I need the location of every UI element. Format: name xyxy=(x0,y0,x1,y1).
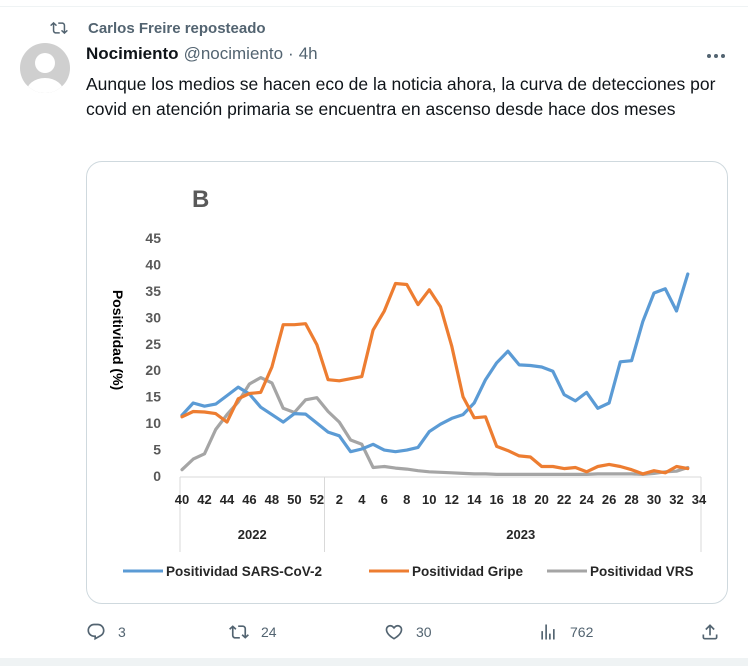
repost-context: Carlos Freire reposteado xyxy=(50,18,266,38)
x-tick-label: 24 xyxy=(579,492,594,507)
author-name[interactable]: Nocimiento xyxy=(86,44,179,63)
avatar-placeholder-head xyxy=(35,53,55,73)
author-handle[interactable]: @nocimiento xyxy=(183,44,284,63)
y-tick-label: 40 xyxy=(145,256,161,272)
chart-panel-label: B xyxy=(192,186,209,213)
x-tick-label: 30 xyxy=(647,492,661,507)
x-tick-label: 14 xyxy=(467,492,482,507)
tweet-header: Nocimiento @nocimiento · 4h xyxy=(86,44,318,64)
views-count: 762 xyxy=(570,624,594,640)
repost-icon xyxy=(50,21,68,35)
x-tick-label: 10 xyxy=(422,492,436,507)
legend-label: Positividad SARS-CoV-2 xyxy=(166,564,322,579)
repost-count: 24 xyxy=(261,624,277,640)
y-tick-label: 5 xyxy=(153,442,161,458)
line-chart: B Positividad (%) 0 5 10 15 20 25 30 35 40 45 40 4… xyxy=(110,186,707,579)
x-tick-label: 48 xyxy=(265,492,279,507)
x-tick-label: 32 xyxy=(669,492,683,507)
share-icon xyxy=(702,624,718,640)
views-chart-icon xyxy=(541,624,555,640)
x-tick-label: 34 xyxy=(692,492,707,507)
x-tick-label: 20 xyxy=(534,492,548,507)
tweet-actions: 3 24 30 762 xyxy=(86,620,726,644)
x-tick-label: 2 xyxy=(336,492,343,507)
repost-button[interactable]: 24 xyxy=(229,620,277,644)
legend-label: Positividad VRS xyxy=(590,564,694,579)
x-tick-label: 52 xyxy=(310,492,324,507)
legend-label: Positividad Gripe xyxy=(412,564,524,579)
top-divider xyxy=(0,6,748,7)
repost-context-text[interactable]: Carlos Freire reposteado xyxy=(88,19,266,37)
avatar-placeholder-body xyxy=(26,78,64,93)
y-tick-label: 0 xyxy=(153,468,161,484)
x-tick-label: 6 xyxy=(381,492,388,507)
heart-icon xyxy=(385,624,403,640)
separator-dot: · xyxy=(288,44,294,63)
x-tick-label: 28 xyxy=(624,492,638,507)
series-line-positividad-gripe xyxy=(180,281,690,476)
repost-icon xyxy=(229,625,249,639)
avatar[interactable] xyxy=(20,43,70,93)
y-axis-label: Positividad (%) xyxy=(110,290,126,390)
x-year-label: 2023 xyxy=(506,527,535,542)
x-tick-label: 50 xyxy=(287,492,301,507)
more-options-button[interactable] xyxy=(702,46,730,66)
reply-button[interactable]: 3 xyxy=(86,620,126,644)
tweet-text: Aunque los medios se hacen eco de la not… xyxy=(86,74,716,119)
x-tick-label: 26 xyxy=(602,492,616,507)
x-tick-label: 22 xyxy=(557,492,571,507)
timestamp[interactable]: 4h xyxy=(298,44,318,63)
x-tick-label: 46 xyxy=(242,492,256,507)
x-tick-label: 42 xyxy=(197,492,211,507)
x-tick-label: 18 xyxy=(512,492,526,507)
x-tick-label: 4 xyxy=(358,492,366,507)
y-tick-label: 25 xyxy=(145,336,161,352)
x-tick-label: 40 xyxy=(175,492,189,507)
x-tick-label: 12 xyxy=(445,492,459,507)
y-tick-label: 15 xyxy=(145,389,161,405)
x-year-label: 2022 xyxy=(238,527,267,542)
bottom-divider xyxy=(0,658,748,666)
y-tick-label: 45 xyxy=(145,230,161,246)
like-button[interactable]: 30 xyxy=(384,620,432,644)
x-tick-label: 16 xyxy=(489,492,503,507)
x-tick-label: 44 xyxy=(220,492,235,507)
y-tick-label: 35 xyxy=(145,283,161,299)
views-button[interactable]: 762 xyxy=(538,620,593,644)
y-tick-label: 10 xyxy=(145,415,161,431)
x-tick-label: 8 xyxy=(403,492,410,507)
series-line-positividad-sars-cov-2 xyxy=(180,272,690,454)
y-tick-label: 30 xyxy=(145,309,161,325)
reply-count: 3 xyxy=(118,624,126,640)
reply-icon xyxy=(87,623,105,641)
like-count: 30 xyxy=(416,624,432,640)
more-dots-icon xyxy=(707,54,725,58)
media-chart-image[interactable]: B Positividad (%) 0 5 10 15 20 25 30 35 40 45 40 4… xyxy=(86,161,728,604)
y-tick-label: 20 xyxy=(145,362,161,378)
share-button[interactable] xyxy=(700,620,732,644)
